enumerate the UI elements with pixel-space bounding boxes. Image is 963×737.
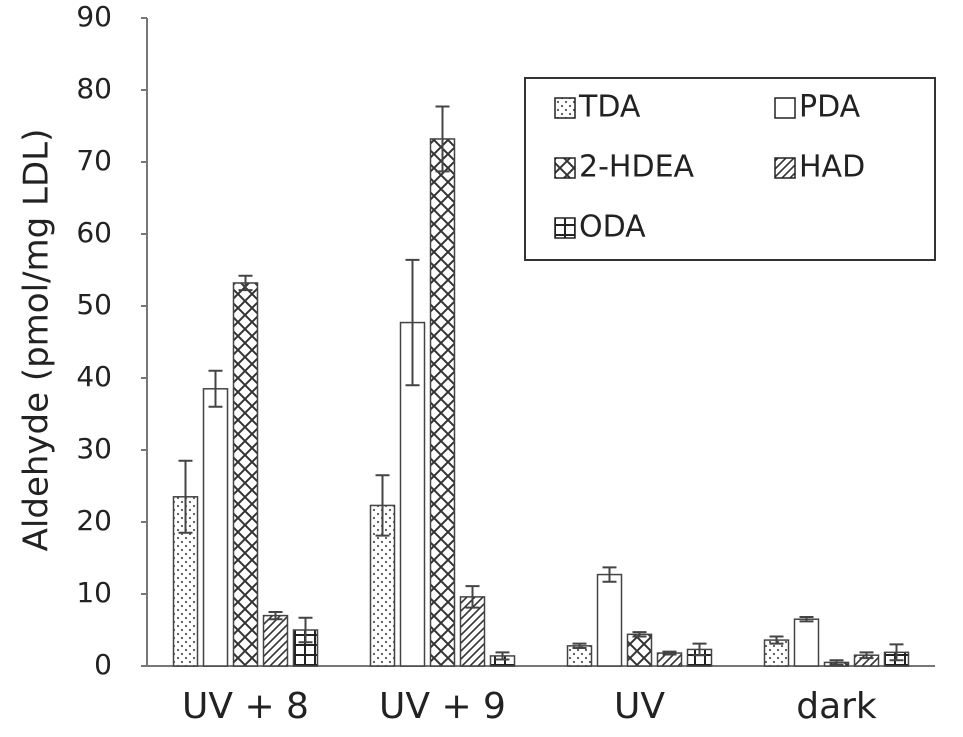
error-bar [405,258,420,387]
y-tick-label: 0 [94,648,112,681]
y-tick-label: 20 [76,504,112,537]
legend-swatch [554,97,576,119]
legend-swatch [554,217,576,239]
y-axis-label: Aldehyde (pmol/mg LDL) [17,129,57,552]
error-bar [889,643,904,662]
error-bar [829,659,844,666]
legend-label: PDA [799,90,861,125]
error-bar [799,616,814,623]
y-tick-label: 90 [76,0,112,33]
x-tick-label: UV + 8 [182,686,309,727]
y-tick-label: 10 [76,576,112,609]
error-bar [208,369,223,408]
bar [202,388,229,667]
bar [262,614,289,667]
bar [596,573,623,667]
x-tick-label: dark [796,686,877,727]
y-tick-label: 80 [76,72,112,105]
legend [524,77,936,261]
error-bar [572,642,587,649]
legend-label: TDA [578,90,641,125]
error-bar [375,474,390,537]
legend-label: HAD [799,150,865,185]
y-tick-label: 60 [76,216,112,249]
x-tick-label: UV [614,686,665,727]
error-bar [238,274,253,292]
bar [626,633,653,667]
error-bar [662,650,677,656]
error-bar [178,459,193,534]
x-tick-label: UV + 9 [379,686,506,727]
error-bar [268,611,283,621]
error-bar [859,651,874,660]
legend-label: 2-HDEA [579,150,695,185]
error-bar [495,651,510,661]
error-bar [632,631,647,638]
bar [793,618,820,667]
y-tick-label: 70 [76,144,112,177]
error-bar [692,642,707,657]
legend-swatch [554,157,576,179]
error-bar [435,105,450,173]
y-tick-label: 40 [76,360,112,393]
y-tick-label: 50 [76,288,112,321]
bar [232,282,259,667]
bar [429,138,456,667]
legend-swatch [774,97,796,119]
y-tick-label: 30 [76,432,112,465]
error-bar [769,635,784,645]
error-bar [602,566,617,583]
legend-swatch [774,157,796,179]
error-bar [298,616,313,644]
legend-label: ODA [579,210,646,245]
error-bar [465,585,480,609]
